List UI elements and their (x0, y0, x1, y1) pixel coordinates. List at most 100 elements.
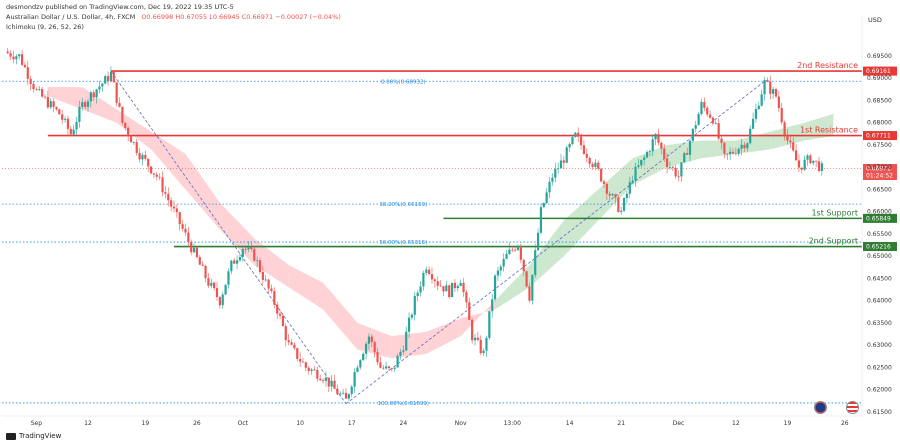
candle-body (740, 144, 743, 149)
y-tick-label: 0.69000 (867, 75, 892, 82)
candle-body (780, 107, 783, 123)
candle-body (706, 107, 709, 115)
candle-body (141, 154, 144, 160)
candle-body (686, 153, 689, 155)
candle-body (152, 173, 156, 175)
candle-body (350, 386, 353, 395)
candle-body (416, 292, 419, 297)
candle-body (385, 366, 388, 369)
candle-body (531, 274, 534, 301)
candle-body (244, 248, 247, 250)
candle-body (508, 249, 511, 255)
fib-label: 38.20%(0.66169) (379, 202, 427, 208)
candle-body (820, 163, 823, 172)
tradingview-logo-icon (6, 432, 16, 440)
chart-header: desmondzv published on TradingView.com, … (0, 0, 900, 36)
candle-body (138, 153, 141, 160)
candle-body (806, 155, 809, 160)
candle-body (703, 101, 706, 108)
candle-body (330, 380, 333, 387)
candle-body (425, 269, 428, 273)
candle-body (445, 285, 448, 292)
candle-body (442, 286, 445, 292)
candle-body (800, 167, 803, 170)
symbol-name[interactable]: Australian Dollar / U.S. Dollar, 4h, FXC… (6, 13, 136, 21)
candle-body (410, 314, 414, 318)
flag-aud-icon[interactable] (814, 401, 827, 414)
candle-body (109, 72, 113, 81)
candle-body (812, 160, 815, 164)
x-tick-label: 14 (566, 420, 574, 427)
level-price-box (863, 242, 897, 252)
y-tick-label: 0.64000 (867, 298, 892, 305)
candle-body (737, 148, 740, 154)
candle-body (413, 296, 416, 315)
candle-body (201, 264, 204, 266)
candle-body (605, 183, 608, 194)
y-tick-label: 0.62000 (867, 387, 892, 394)
candle-body (717, 123, 720, 139)
candle-body (101, 83, 104, 87)
candle-body (41, 88, 44, 97)
y-tick-label: 0.64500 (867, 275, 892, 282)
candle-body (6, 51, 9, 54)
flag-usd-icon[interactable] (846, 401, 859, 414)
candle-body (187, 232, 190, 242)
candle-body (304, 362, 307, 368)
candle-body (367, 336, 371, 344)
candle-body (600, 168, 603, 182)
candle-body (450, 282, 454, 298)
candle-body (86, 101, 90, 107)
indicator-line[interactable]: Ichimoku (9, 26, 52, 26) (6, 23, 84, 31)
candle-body (453, 282, 457, 289)
candle-body (221, 294, 224, 306)
level-price-box (863, 66, 897, 76)
candle-body (127, 128, 130, 137)
candle-body (774, 89, 778, 97)
candle-body (585, 153, 588, 158)
ichimoku-cloud (47, 87, 834, 359)
candle-body (256, 260, 259, 262)
y-tick-label: 0.67000 (867, 164, 892, 171)
cloud-segment (323, 282, 358, 350)
candle-body (321, 380, 325, 382)
candle-body (430, 274, 434, 280)
candle-body (81, 102, 84, 107)
candle-body (539, 207, 543, 233)
candle-body (238, 256, 242, 261)
candle-body (301, 361, 305, 363)
candle-body (407, 317, 411, 332)
candle-body (72, 129, 75, 135)
axes: USD 0.69500 0.69000 0.68500 0.68000 0.67500 0.… (2, 16, 892, 427)
candle-body (373, 342, 376, 353)
candle-body (634, 166, 637, 181)
candle-body (428, 269, 431, 275)
candle-body (23, 64, 27, 68)
candle-body (284, 326, 287, 341)
candle-body (175, 208, 178, 213)
candle-body (399, 351, 402, 356)
candle-body (482, 350, 485, 354)
candle-body (115, 82, 118, 103)
cloud-segment (151, 131, 186, 190)
candle-body (359, 360, 362, 368)
y-tick-label: 0.66500 (867, 186, 892, 193)
candle-body (327, 377, 330, 387)
candle-body (98, 86, 101, 90)
candle-body (617, 197, 620, 213)
x-tick-label: 24 (400, 420, 408, 427)
y-tick-label: 0.63500 (867, 320, 892, 327)
candle-body (622, 198, 626, 211)
candle-body (817, 161, 821, 172)
candle-body (433, 279, 436, 282)
cloud-segment (598, 158, 633, 221)
candle-body (608, 193, 611, 196)
candle-body (12, 56, 15, 60)
cloud-segment (185, 153, 220, 230)
symbol-line: Australian Dollar / U.S. Dollar, 4h, FXC… (6, 13, 341, 21)
candle-body (135, 142, 138, 154)
candle-body (63, 118, 67, 120)
candle-body (356, 367, 359, 372)
candle-body (734, 153, 737, 155)
